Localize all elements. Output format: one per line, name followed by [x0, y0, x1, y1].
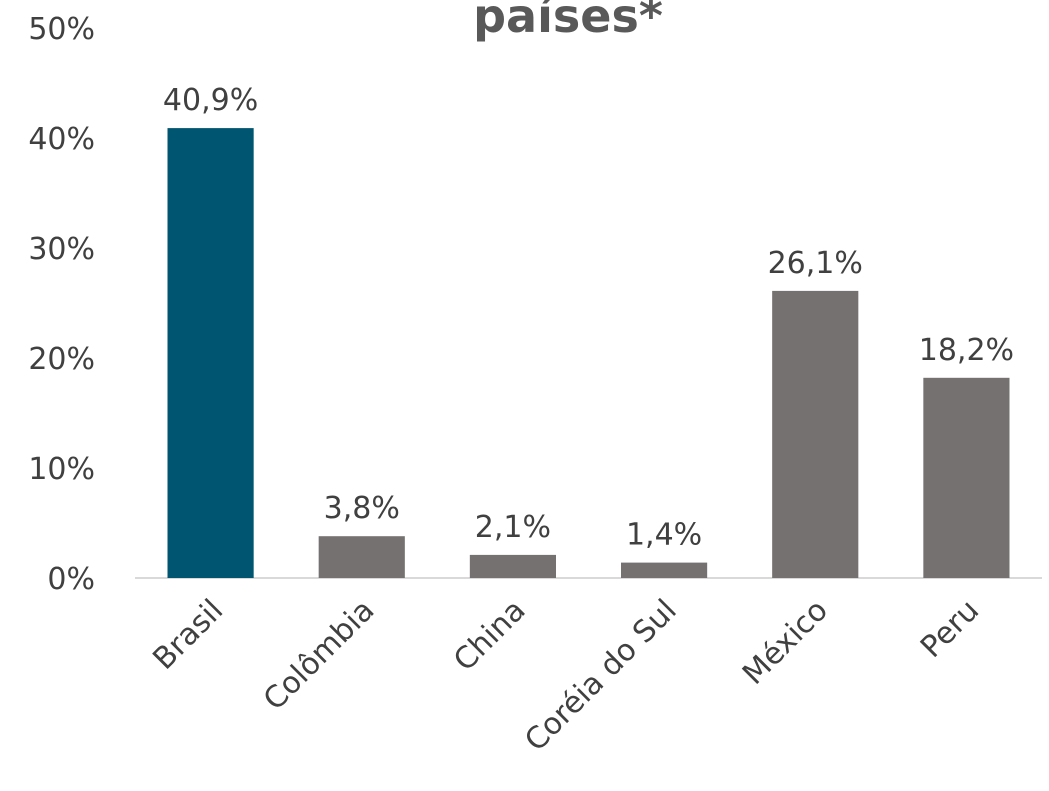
bar [469, 554, 556, 578]
x-tick-label: Coréia do Sul [518, 593, 683, 758]
x-tick-label: China [447, 593, 532, 678]
bar [923, 377, 1010, 578]
bar [167, 128, 254, 578]
bar [772, 290, 859, 578]
data-label: 3,8% [324, 491, 400, 526]
data-label: 1,4% [626, 518, 702, 553]
y-tick-label: 20% [28, 342, 95, 377]
y-tick-label: 50% [28, 12, 95, 47]
bar [621, 562, 708, 578]
y-tick-label: 0% [47, 562, 95, 597]
y-axis: 0% 10% 20% 30% 40% 50% [28, 12, 1042, 597]
y-tick-label: 30% [28, 232, 95, 267]
x-tick-label: Peru [914, 593, 986, 665]
data-label: 26,1% [768, 246, 863, 281]
data-labels-group: 40,9% 3,8% 2,1% 1,4% 26,1% 18,2% [163, 83, 1014, 552]
data-label: 2,1% [475, 510, 551, 545]
chart-title: países* [473, 0, 663, 43]
x-tick-label: Brasil [146, 593, 230, 677]
data-label: 18,2% [919, 333, 1014, 368]
bars-group [167, 128, 1010, 578]
data-label: 40,9% [163, 83, 258, 118]
y-tick-label: 10% [28, 452, 95, 487]
x-tick-label: México [736, 593, 835, 692]
y-tick-label: 40% [28, 122, 95, 157]
x-tick-label: Colômbia [257, 593, 381, 717]
bar [318, 536, 405, 578]
